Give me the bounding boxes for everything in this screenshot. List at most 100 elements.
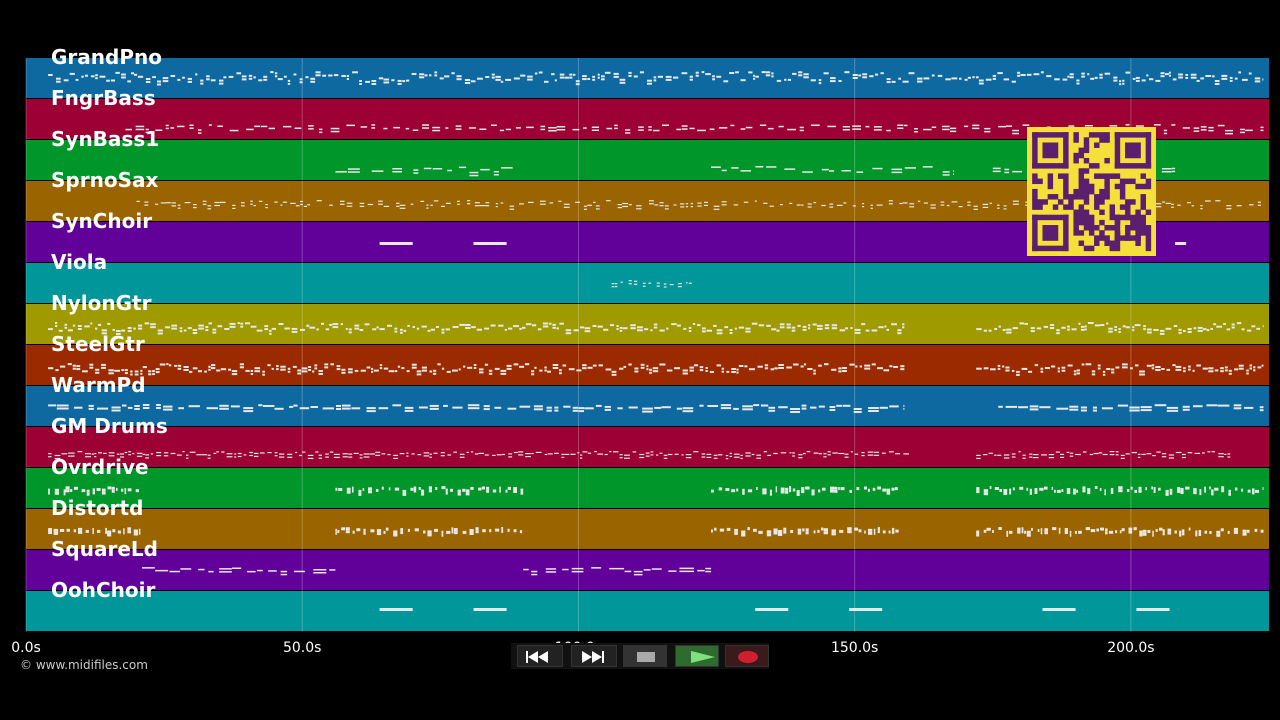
- note: [165, 326, 171, 329]
- note: [329, 569, 336, 571]
- note: [133, 529, 138, 533]
- note: [891, 487, 895, 491]
- note: [1061, 369, 1066, 372]
- note: [345, 530, 350, 534]
- note: [831, 324, 838, 327]
- note: [1082, 451, 1087, 453]
- note: [375, 451, 381, 453]
- note: [1225, 129, 1233, 132]
- note: [745, 455, 751, 457]
- note: [849, 490, 852, 493]
- note: [1012, 132, 1019, 135]
- note: [495, 78, 501, 81]
- note: [198, 132, 202, 134]
- note: [207, 454, 211, 456]
- note: [701, 453, 706, 455]
- stop-button[interactable]: [623, 645, 667, 667]
- note: [371, 124, 376, 126]
- note: [312, 370, 315, 373]
- note: [1198, 533, 1202, 536]
- note: [1022, 124, 1030, 126]
- note: [155, 129, 163, 131]
- note: [72, 367, 76, 370]
- note: [479, 371, 484, 374]
- note: [397, 365, 401, 368]
- note: [268, 570, 277, 572]
- note: [1003, 457, 1010, 459]
- note: [402, 80, 406, 83]
- note: [90, 322, 93, 325]
- note: [1029, 456, 1033, 458]
- note: [1134, 364, 1139, 367]
- note: [988, 452, 993, 454]
- note: [1254, 80, 1261, 83]
- note: [303, 205, 307, 207]
- note: [383, 78, 390, 81]
- note: [705, 367, 708, 369]
- note: [647, 82, 652, 85]
- note: [1180, 491, 1184, 494]
- note: [802, 171, 813, 173]
- note: [1003, 454, 1010, 456]
- note: [1200, 129, 1207, 131]
- note: [420, 200, 425, 202]
- play-button[interactable]: [675, 645, 719, 667]
- note: [1043, 325, 1049, 328]
- note: [533, 408, 543, 411]
- note: [1169, 491, 1173, 495]
- note: [107, 533, 112, 537]
- note: [613, 72, 619, 75]
- note: [229, 129, 239, 132]
- note: [817, 327, 823, 330]
- note: [453, 528, 458, 532]
- note: [778, 530, 783, 533]
- note: [779, 326, 785, 329]
- note: [976, 367, 982, 370]
- track-label: NylonGtr: [51, 291, 152, 315]
- note: [1234, 77, 1238, 80]
- note: [898, 77, 901, 80]
- note: [1205, 200, 1211, 202]
- note: [1071, 328, 1077, 331]
- note: [310, 77, 316, 80]
- note: [142, 453, 145, 455]
- note: [1187, 452, 1193, 454]
- note: [579, 326, 585, 329]
- note: [904, 124, 908, 127]
- record-button[interactable]: [725, 645, 769, 667]
- note: [289, 405, 294, 408]
- note: [822, 487, 826, 491]
- fast-forward-button[interactable]: [571, 645, 617, 667]
- note: [964, 125, 969, 128]
- note: [861, 323, 866, 326]
- note: [1104, 489, 1106, 493]
- note: [729, 72, 735, 74]
- note: [105, 527, 107, 531]
- note: [237, 322, 240, 325]
- note: [659, 363, 666, 366]
- note: [348, 453, 353, 455]
- note: [701, 71, 705, 74]
- note: [465, 492, 470, 496]
- note: [123, 531, 125, 535]
- note: [1220, 370, 1224, 373]
- note: [688, 282, 692, 284]
- note: [358, 492, 362, 496]
- note: [1056, 332, 1060, 335]
- note: [810, 406, 817, 409]
- note: [1115, 366, 1120, 369]
- note: [68, 452, 71, 454]
- note: [1248, 72, 1252, 75]
- note: [379, 608, 413, 611]
- note: [640, 366, 645, 369]
- note: [531, 370, 535, 373]
- note: [274, 452, 278, 454]
- note: [830, 80, 836, 83]
- note: [1221, 74, 1228, 77]
- note: [334, 456, 340, 458]
- note: [552, 364, 559, 366]
- note: [145, 78, 151, 80]
- rewind-button[interactable]: [517, 645, 563, 667]
- note: [997, 207, 1000, 209]
- note: [1024, 322, 1028, 325]
